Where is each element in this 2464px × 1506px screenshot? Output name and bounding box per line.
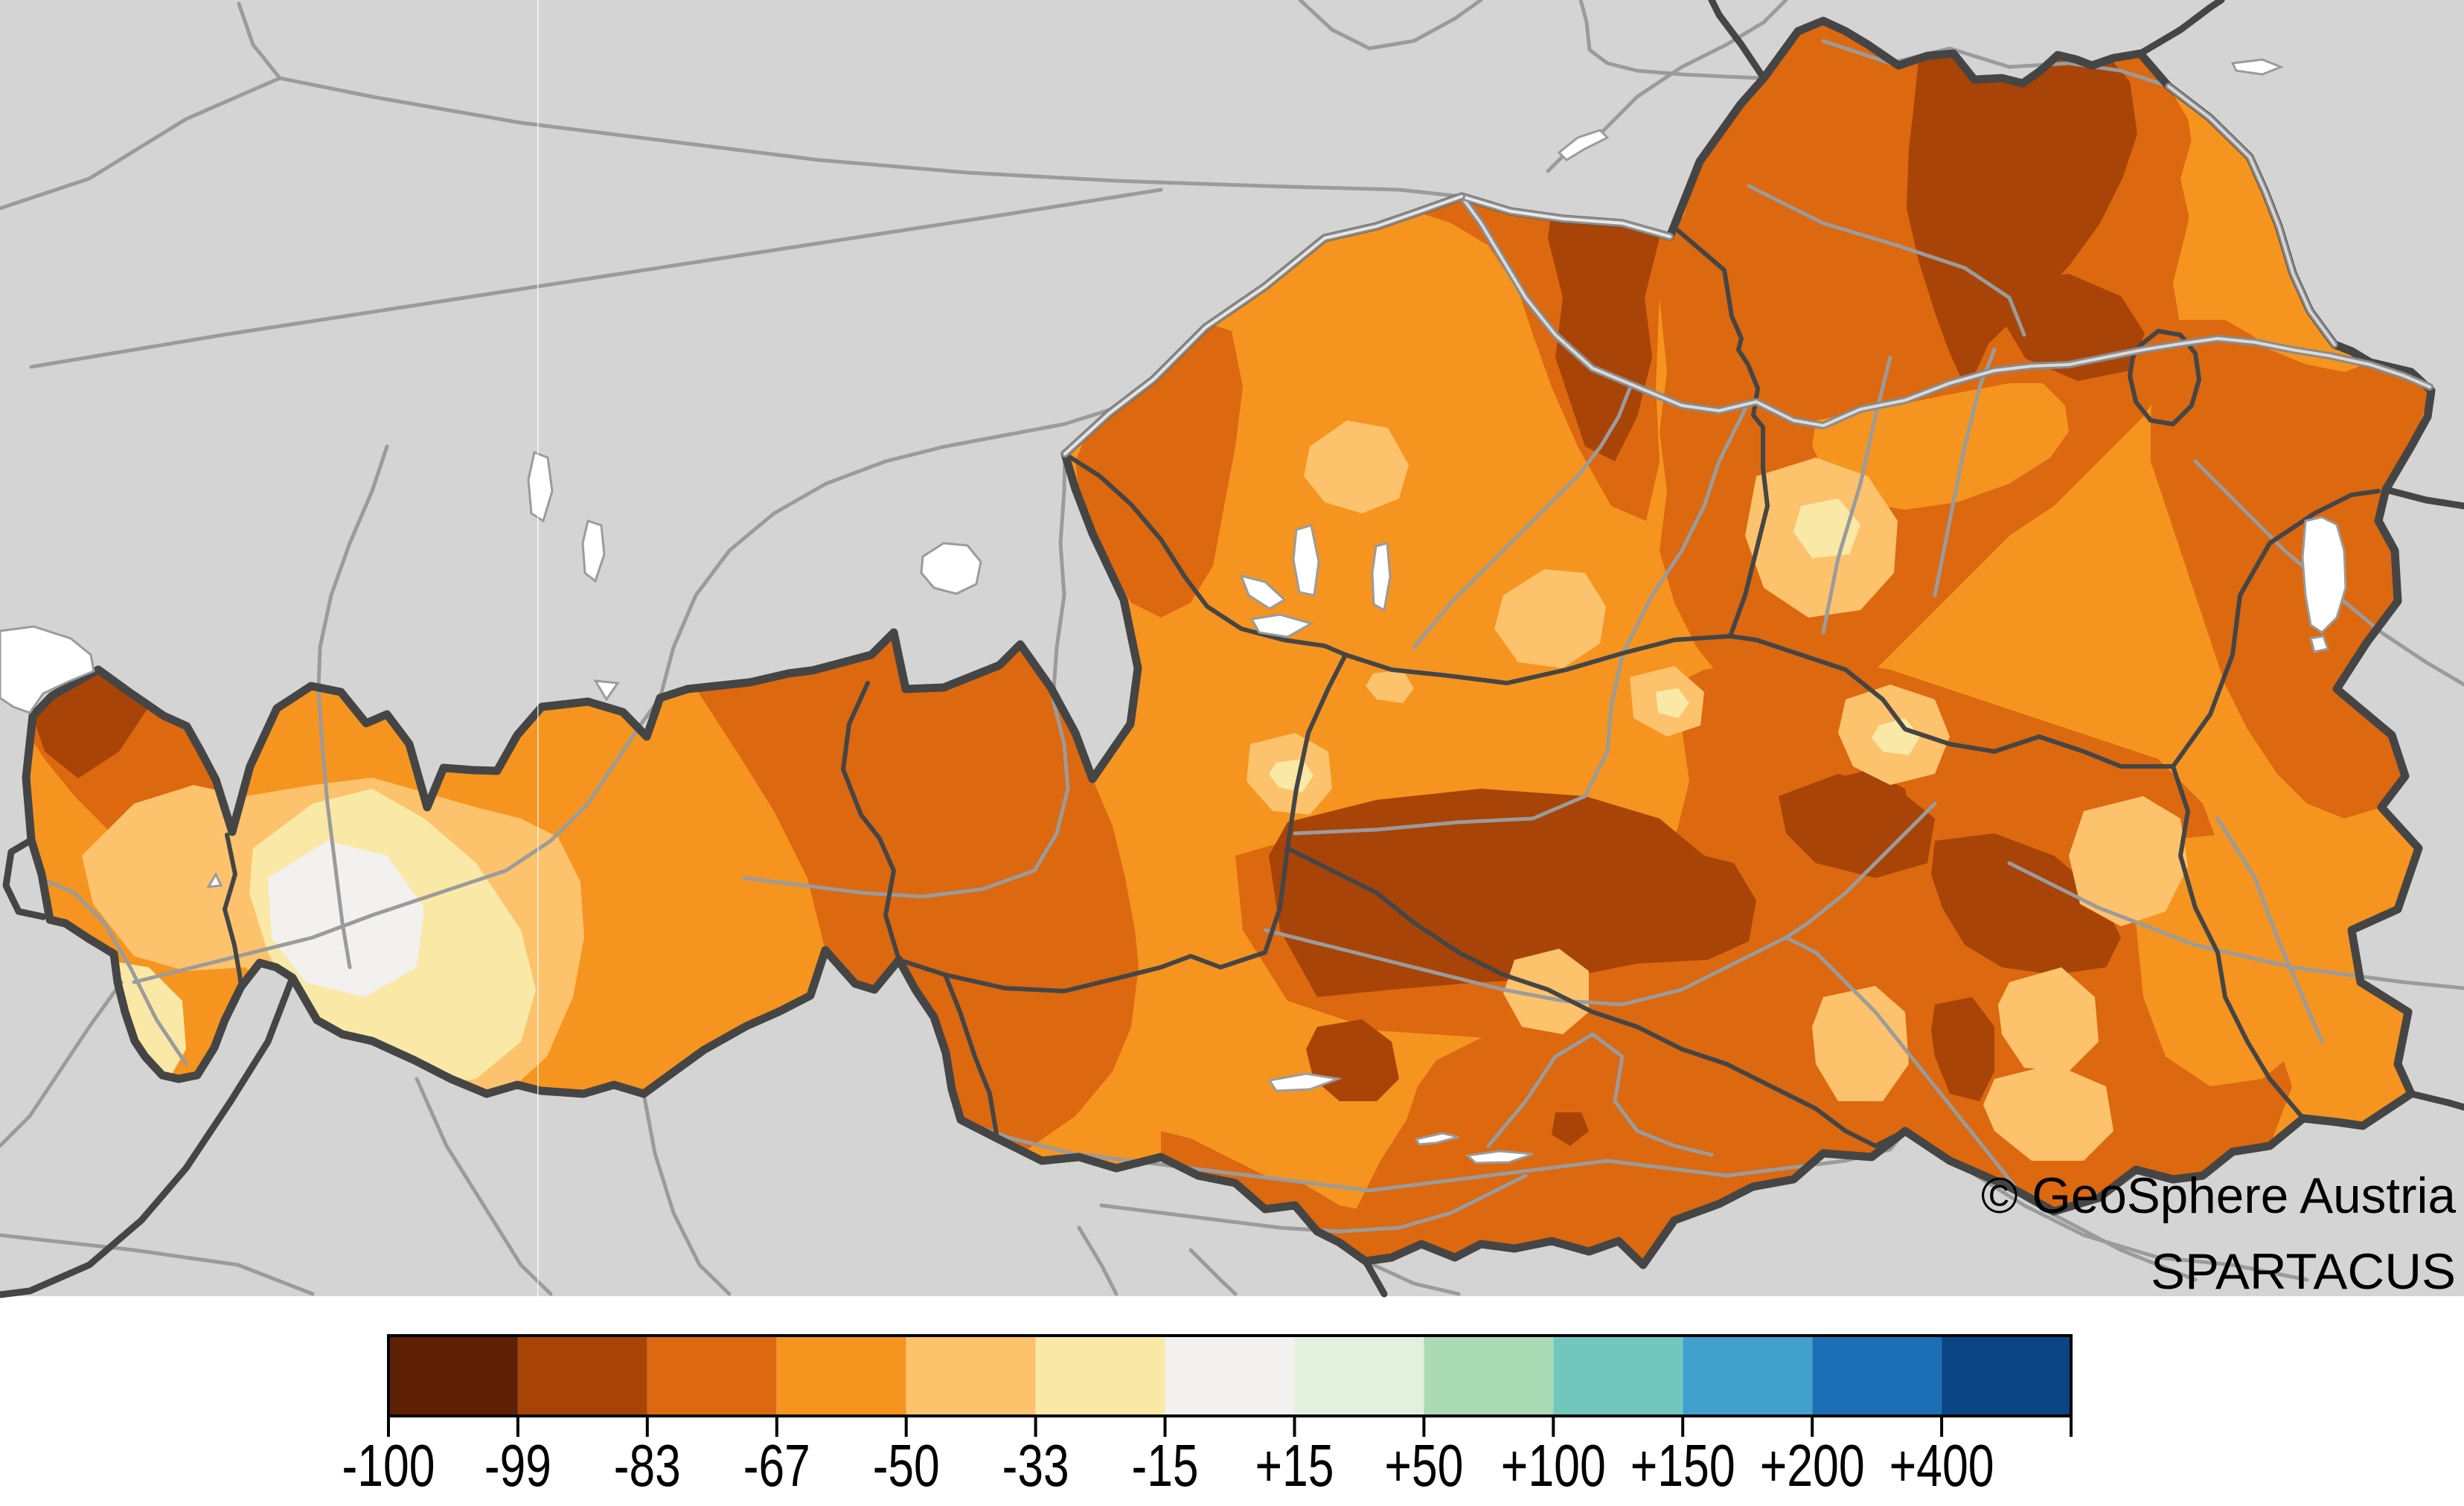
svg-text:-83: -83 xyxy=(614,1432,681,1499)
svg-text:© GeoSphere Austria: © GeoSphere Austria xyxy=(1981,1167,2456,1224)
svg-text:-50: -50 xyxy=(873,1432,940,1499)
svg-text:-100: -100 xyxy=(342,1432,435,1499)
svg-text:+50: +50 xyxy=(1384,1432,1463,1499)
svg-text:+150: +150 xyxy=(1631,1432,1735,1499)
svg-text:+15: +15 xyxy=(1255,1432,1334,1499)
svg-text:-99: -99 xyxy=(484,1432,551,1499)
svg-text:+400: +400 xyxy=(1889,1432,1994,1499)
svg-text:+100: +100 xyxy=(1501,1432,1606,1499)
svg-text:+200: +200 xyxy=(1760,1432,1865,1499)
svg-text:-33: -33 xyxy=(1002,1432,1069,1499)
svg-text:-15: -15 xyxy=(1132,1432,1199,1499)
svg-text:-67: -67 xyxy=(743,1432,810,1499)
svg-text:SPARTACUS: SPARTACUS xyxy=(2151,1243,2456,1300)
